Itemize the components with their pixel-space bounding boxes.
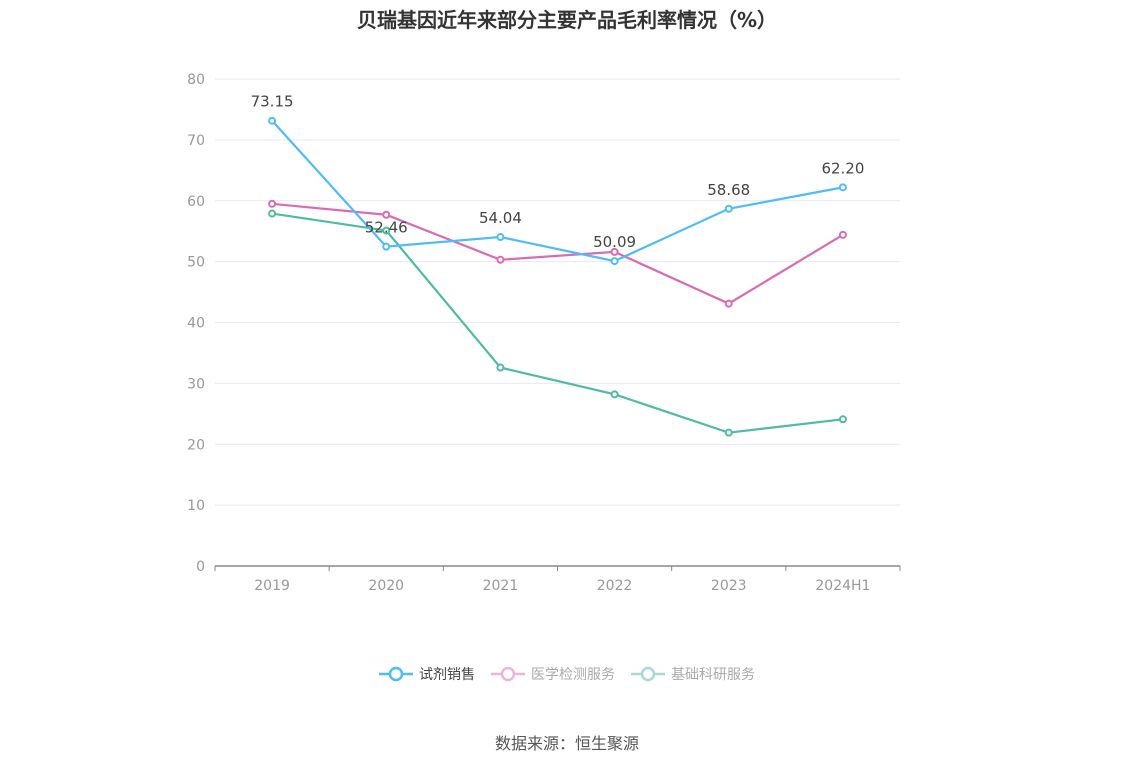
y-tick-label: 40 (187, 316, 205, 332)
data-point (382, 210, 391, 219)
data-label: 52.46 (365, 219, 408, 237)
x-tick-label: 2020 (368, 578, 404, 594)
x-tick-label: 2021 (483, 578, 519, 594)
y-tick-label: 60 (187, 194, 205, 210)
data-point (838, 230, 847, 239)
x-tick-label: 2024H1 (815, 578, 870, 594)
data-point (268, 199, 277, 208)
y-tick-label: 0 (196, 559, 205, 575)
data-source: 数据来源：恒生聚源 (494, 734, 639, 753)
data-point (382, 226, 391, 235)
data-label: 73.15 (251, 93, 294, 111)
legend-label: 试剂销售 (419, 667, 475, 683)
data-point (496, 255, 505, 264)
data-point (610, 257, 619, 266)
series-line (271, 212, 844, 434)
data-point (838, 415, 847, 424)
y-tick-label: 20 (187, 437, 205, 453)
data-point (382, 242, 391, 251)
y-tick-label: 10 (187, 498, 205, 514)
data-label: 58.68 (707, 181, 750, 199)
legend: 试剂销售 医学检测服务 基础科研服务 (0, 664, 1134, 684)
y-tick-label: 30 (187, 376, 205, 392)
data-label: 50.09 (593, 233, 636, 251)
legend-item[interactable]: 医学检测服务 (491, 664, 615, 684)
legend-label: 医学检测服务 (531, 667, 615, 683)
y-tick-label: 80 (187, 72, 205, 88)
x-tick-label: 2019 (254, 578, 290, 594)
data-point (724, 204, 733, 213)
series-line (271, 119, 844, 263)
legend-line-circle-icon (491, 666, 525, 682)
y-tick-label: 50 (187, 255, 205, 271)
chart-title: 贝瑞基因近年来部分主要产品毛利率情况（%） (356, 8, 778, 32)
data-label: 54.04 (479, 209, 522, 227)
data-point (610, 247, 619, 256)
legend-line-circle-icon (379, 666, 413, 682)
series-line (271, 202, 844, 305)
legend-item[interactable]: 试剂销售 (379, 664, 475, 684)
line-chart: 0 10 20 30 40 50 60 70 80 2019 2020 2021 2022 2023 202… (187, 72, 901, 594)
data-point (610, 390, 619, 399)
x-tick-label: 2022 (597, 578, 633, 594)
data-point (496, 233, 505, 242)
data-point (268, 209, 277, 218)
data-point (268, 116, 277, 125)
x-tick-label: 2023 (711, 578, 747, 594)
legend-item[interactable]: 基础科研服务 (631, 664, 755, 684)
data-point (496, 363, 505, 372)
data-point (838, 183, 847, 192)
data-point (724, 299, 733, 308)
legend-label: 基础科研服务 (671, 667, 755, 683)
y-tick-label: 70 (187, 133, 205, 149)
data-point (724, 428, 733, 437)
data-label: 62.20 (821, 159, 864, 177)
legend-line-circle-icon (631, 666, 665, 682)
